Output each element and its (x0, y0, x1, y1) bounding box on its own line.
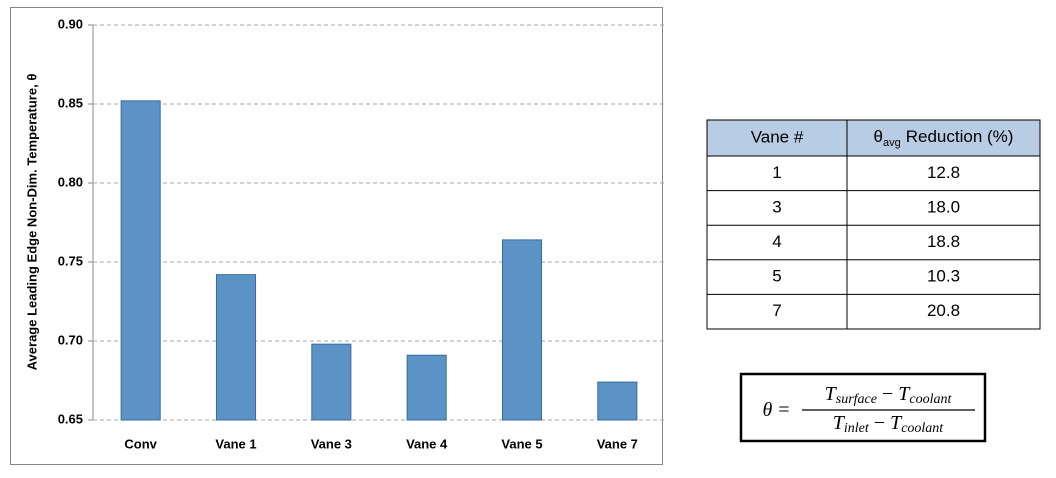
cell: 5 (772, 267, 781, 286)
header-text: Reduction (%) (906, 127, 1014, 146)
cell: 18.8 (927, 232, 960, 251)
cell: 7 (772, 301, 781, 320)
y-axis-label: Average Leading Edge Non-Dim. Temperatur… (24, 74, 39, 371)
cell: 10.3 (927, 267, 960, 286)
t: T (898, 383, 911, 405)
t: T (825, 383, 838, 405)
sub: surface (836, 392, 877, 407)
op: − (882, 383, 893, 405)
header-cell: Vane # (751, 127, 804, 146)
table-border (706, 119, 1041, 330)
symbol: θ (874, 127, 883, 146)
x-tick-label: Vane 5 (501, 436, 542, 451)
y-tick-label: 0.70 (58, 332, 83, 347)
bar (406, 354, 447, 421)
t: T (890, 412, 903, 434)
chart-frame (10, 7, 663, 465)
x-tick-label: Vane 3 (311, 436, 352, 451)
x-tick-label: Vane 7 (597, 436, 638, 451)
t: T (833, 412, 846, 434)
sub: coolant (901, 421, 944, 436)
bar (597, 381, 638, 421)
table-header-bg (707, 120, 1040, 156)
equals: = (778, 399, 789, 421)
cell: 12.8 (927, 163, 960, 182)
sub: coolant (909, 392, 952, 407)
symbol: θ (762, 399, 772, 421)
y-tick-label: 0.90 (58, 16, 83, 31)
subscript: avg (883, 137, 901, 149)
op: − (874, 412, 885, 434)
y-tick-label: 0.85 (58, 95, 83, 110)
bar (501, 239, 543, 421)
cell: 3 (772, 197, 781, 216)
x-tick-label: Vane 1 (215, 436, 256, 451)
cell: 4 (772, 232, 781, 251)
x-tick-label: Conv (124, 436, 157, 451)
cell: 20.8 (927, 301, 960, 320)
numerator: Tsurface − Tcoolant (825, 383, 953, 408)
table: Vane # θavg Reduction (%) 1 12.8 3 18.0 4 18.8 5 1… (706, 119, 1041, 330)
bar (120, 100, 161, 421)
y-tick-label: 0.80 (58, 174, 83, 189)
cell: 18.0 (927, 197, 960, 216)
header-cell: θavg Reduction (%) (874, 127, 1014, 148)
bar (311, 343, 352, 421)
bar (215, 274, 257, 421)
y-tick-label: 0.65 (58, 411, 83, 426)
formula-box (739, 372, 987, 443)
formula-lhs: θ = (762, 399, 789, 421)
denominator: Tinlet − Tcoolant (833, 412, 945, 437)
y-tick-label: 0.75 (58, 253, 83, 268)
cell: 1 (772, 163, 781, 182)
sub: inlet (844, 421, 870, 436)
x-tick-label: Vane 4 (406, 436, 448, 451)
